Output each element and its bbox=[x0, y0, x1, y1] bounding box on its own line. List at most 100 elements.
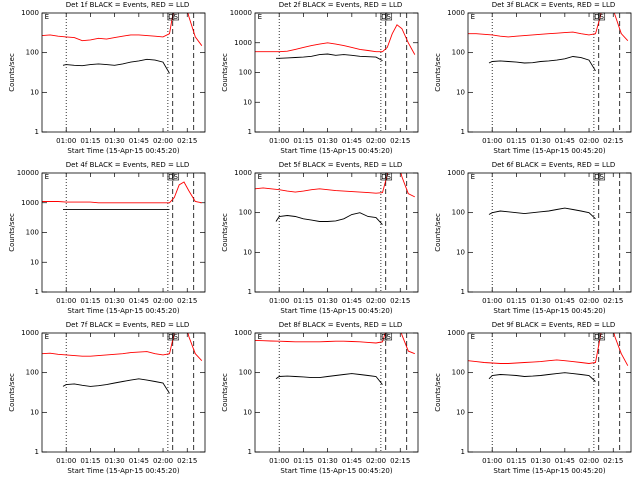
x-tick-label: 01:00 bbox=[482, 457, 502, 465]
y-tick-label: 100 bbox=[452, 369, 465, 377]
series-line bbox=[488, 372, 596, 382]
y-tick-label: 1000 bbox=[447, 329, 465, 337]
y-tick-label: 1000 bbox=[234, 39, 252, 47]
y-tick-label: 1 bbox=[35, 448, 39, 456]
chart-title: Det 7f BLACK = Events, RED = LLD bbox=[66, 321, 189, 329]
y-axis-label: Counts/sec bbox=[434, 373, 442, 412]
chart-title: Det 1f BLACK = Events, RED = LLD bbox=[66, 1, 189, 9]
y-tick-label: 10 bbox=[456, 88, 465, 96]
annotation-label: D bbox=[381, 333, 386, 341]
annotation-label: S bbox=[173, 173, 178, 181]
y-tick-label: 10 bbox=[30, 408, 39, 416]
x-tick-label: 01:45 bbox=[555, 137, 575, 145]
annotation-label: D bbox=[168, 333, 173, 341]
chart-title: Det 4f BLACK = Events, RED = LLD bbox=[66, 161, 189, 169]
series-line bbox=[42, 181, 202, 204]
y-axis-label: Counts/sec bbox=[8, 53, 16, 92]
x-tick-label: 02:00 bbox=[579, 297, 599, 305]
x-tick-label: 01:00 bbox=[56, 297, 76, 305]
x-tick-label: 01:30 bbox=[531, 457, 551, 465]
x-tick-label: 02:00 bbox=[153, 137, 173, 145]
series-line bbox=[276, 53, 383, 62]
x-tick-label: 01:30 bbox=[531, 297, 551, 305]
x-tick-label: 01:30 bbox=[105, 137, 125, 145]
y-tick-label: 1 bbox=[35, 128, 39, 136]
series-line bbox=[488, 56, 596, 72]
y-tick-label: 10 bbox=[243, 98, 252, 106]
x-tick-label: 01:30 bbox=[105, 297, 125, 305]
series-line bbox=[42, 333, 203, 362]
annotation-label: D bbox=[168, 173, 173, 181]
x-tick-label: 01:45 bbox=[129, 137, 149, 145]
y-tick-label: 100 bbox=[26, 229, 39, 237]
y-tick-label: 1 bbox=[248, 128, 252, 136]
x-tick-label: 01:45 bbox=[342, 297, 362, 305]
x-axis-label: Start Time (15-Apr-15 00:45:20) bbox=[493, 307, 605, 315]
x-tick-label: 01:45 bbox=[555, 457, 575, 465]
y-tick-label: 10 bbox=[30, 88, 39, 96]
y-tick-label: 10000 bbox=[230, 9, 252, 17]
y-tick-label: 1 bbox=[461, 128, 465, 136]
plot-frame bbox=[467, 12, 632, 133]
y-tick-label: 1 bbox=[248, 448, 252, 456]
y-tick-label: 100 bbox=[26, 369, 39, 377]
chart-title: Det 2f BLACK = Events, RED = LLD bbox=[279, 1, 402, 9]
x-tick-label: 02:00 bbox=[366, 457, 386, 465]
annotation-label: E bbox=[258, 173, 262, 181]
annotation-label: S bbox=[386, 13, 391, 21]
x-tick-label: 01:00 bbox=[269, 457, 289, 465]
x-tick-label: 01:15 bbox=[80, 137, 100, 145]
series-line bbox=[275, 373, 383, 385]
x-tick-label: 01:30 bbox=[318, 137, 338, 145]
x-tick-label: 01:15 bbox=[80, 457, 100, 465]
panel: Det 9f BLACK = Events, RED = LLD Counts/s… bbox=[434, 321, 632, 475]
y-tick-label: 10000 bbox=[17, 169, 39, 177]
x-axis-label: Start Time (15-Apr-15 00:45:20) bbox=[280, 467, 392, 475]
panel: Det 8f BLACK = Events, RED = LLD Counts/s… bbox=[221, 321, 419, 475]
series-line bbox=[42, 13, 203, 46]
plot-frame bbox=[41, 172, 206, 293]
x-tick-label: 02:00 bbox=[366, 137, 386, 145]
chart-title: Det 9f BLACK = Events, RED = LLD bbox=[492, 321, 615, 329]
x-tick-label: 02:15 bbox=[390, 457, 410, 465]
annotation-label: S bbox=[599, 333, 604, 341]
x-tick-label: 02:15 bbox=[177, 457, 197, 465]
y-tick-label: 100 bbox=[239, 209, 252, 217]
x-tick-label: 02:15 bbox=[177, 137, 197, 145]
x-tick-label: 01:30 bbox=[318, 297, 338, 305]
x-tick-label: 02:15 bbox=[603, 137, 623, 145]
annotation-label: E bbox=[258, 333, 262, 341]
x-tick-label: 02:00 bbox=[153, 297, 173, 305]
y-tick-label: 1 bbox=[461, 288, 465, 296]
x-axis-label: Start Time (15-Apr-15 00:45:20) bbox=[280, 147, 392, 155]
annotation-label: D bbox=[594, 13, 599, 21]
y-tick-label: 10 bbox=[243, 408, 252, 416]
annotation-label: D bbox=[168, 13, 173, 21]
annotation-label: S bbox=[599, 13, 604, 21]
y-axis-label: Counts/sec bbox=[434, 53, 442, 92]
x-tick-label: 02:00 bbox=[153, 457, 173, 465]
annotation-label: E bbox=[258, 13, 262, 21]
panel: Det 3f BLACK = Events, RED = LLD Counts/s… bbox=[434, 1, 632, 155]
annotation-label: E bbox=[45, 173, 49, 181]
series-line bbox=[255, 173, 415, 198]
y-axis-label: Counts/sec bbox=[434, 213, 442, 252]
x-tick-label: 01:45 bbox=[342, 137, 362, 145]
annotation-label: E bbox=[471, 13, 475, 21]
chart-title: Det 6f BLACK = Events, RED = LLD bbox=[492, 161, 615, 169]
x-axis-label: Start Time (15-Apr-15 00:45:20) bbox=[67, 467, 179, 475]
series-line bbox=[468, 13, 629, 42]
plot-frame bbox=[254, 12, 419, 133]
y-axis-label: Counts/sec bbox=[221, 373, 229, 412]
series-line bbox=[62, 58, 170, 74]
series-line bbox=[255, 24, 416, 55]
y-tick-label: 100 bbox=[26, 49, 39, 57]
series-line bbox=[468, 333, 629, 366]
annotation-label: D bbox=[594, 333, 599, 341]
x-axis-label: Start Time (15-Apr-15 00:45:20) bbox=[67, 307, 179, 315]
x-tick-label: 01:30 bbox=[531, 137, 551, 145]
annotation-label: S bbox=[386, 173, 391, 181]
x-tick-label: 01:15 bbox=[293, 137, 313, 145]
annotation-label: S bbox=[173, 13, 178, 21]
